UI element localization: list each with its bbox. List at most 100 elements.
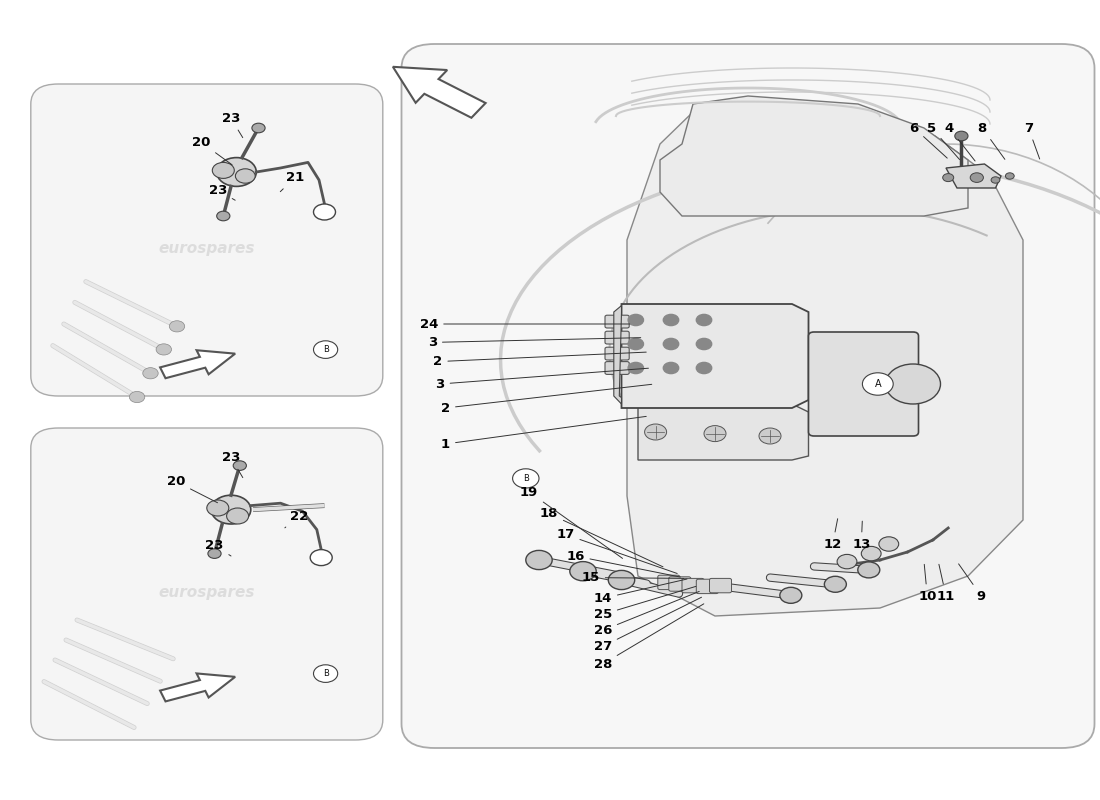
Circle shape [862,373,893,395]
Text: 10: 10 [918,564,936,602]
Text: 14: 14 [594,579,688,605]
Text: 9: 9 [958,564,986,602]
Circle shape [227,508,249,524]
Circle shape [759,428,781,444]
Text: eurospares: eurospares [158,585,255,599]
Circle shape [1005,173,1014,179]
Text: 5: 5 [927,122,959,159]
Circle shape [861,546,881,561]
Circle shape [663,362,679,374]
Polygon shape [161,350,235,378]
Circle shape [837,554,857,569]
FancyBboxPatch shape [710,578,732,593]
FancyBboxPatch shape [682,578,704,593]
Text: 11: 11 [937,564,955,602]
Circle shape [645,424,667,440]
Text: 7: 7 [1024,122,1040,159]
Circle shape [235,169,255,183]
Circle shape [970,173,983,182]
Circle shape [130,391,145,402]
Circle shape [217,211,230,221]
Text: eurospares: eurospares [158,241,255,255]
Circle shape [696,362,712,374]
Text: 27: 27 [594,598,702,653]
FancyBboxPatch shape [669,577,691,591]
Circle shape [169,321,185,332]
Polygon shape [627,112,1023,616]
Text: B: B [522,474,529,483]
Text: 12: 12 [824,518,842,550]
Polygon shape [946,164,1001,188]
Circle shape [207,500,229,516]
FancyBboxPatch shape [808,332,918,436]
Polygon shape [660,96,968,216]
Polygon shape [638,404,808,460]
Text: 23: 23 [206,539,231,556]
Text: 2: 2 [433,352,646,368]
Circle shape [824,576,846,592]
Text: 23: 23 [222,451,243,478]
Polygon shape [161,674,235,702]
Text: 8: 8 [978,122,1005,159]
Text: 23: 23 [209,184,235,200]
Circle shape [943,174,954,182]
Circle shape [526,550,552,570]
Text: 6: 6 [910,122,947,158]
Text: 21: 21 [280,171,304,192]
Circle shape [879,537,899,551]
Circle shape [143,368,158,379]
Text: B: B [322,345,329,354]
Circle shape [955,131,968,141]
Text: 16: 16 [566,550,681,577]
Text: 23: 23 [222,112,243,138]
Circle shape [212,162,234,178]
Text: A: A [874,379,881,389]
Circle shape [211,495,251,524]
FancyBboxPatch shape [605,347,629,360]
Circle shape [696,338,712,350]
Circle shape [991,177,1000,183]
Text: eurospares: eurospares [660,346,836,374]
Text: B: B [322,669,329,678]
Circle shape [663,338,679,350]
Text: 18: 18 [540,507,663,567]
FancyBboxPatch shape [658,575,680,590]
Text: eurospares: eurospares [686,214,810,234]
FancyBboxPatch shape [31,428,383,740]
Circle shape [628,314,643,326]
Circle shape [233,461,246,470]
Circle shape [156,344,172,355]
Circle shape [696,314,712,326]
Circle shape [513,469,539,488]
Polygon shape [393,67,485,118]
Circle shape [628,362,643,374]
Circle shape [628,338,643,350]
Circle shape [886,364,940,404]
Circle shape [570,562,596,581]
Circle shape [704,426,726,442]
Polygon shape [614,306,622,404]
Circle shape [314,665,338,682]
Circle shape [314,341,338,358]
FancyBboxPatch shape [605,315,629,328]
Text: 28: 28 [594,604,704,670]
Circle shape [208,549,221,558]
Text: 20: 20 [167,475,218,502]
FancyBboxPatch shape [31,84,383,396]
Text: 20: 20 [192,136,232,165]
Circle shape [310,550,332,566]
Circle shape [780,587,802,603]
FancyBboxPatch shape [605,362,629,374]
Text: 24: 24 [420,318,629,330]
Circle shape [608,570,635,590]
Text: 13: 13 [852,521,870,550]
Text: 1: 1 [441,416,646,450]
Text: 22: 22 [285,510,308,528]
FancyBboxPatch shape [402,44,1094,748]
Text: 2: 2 [441,384,651,414]
FancyBboxPatch shape [696,579,718,594]
Text: 3: 3 [428,336,640,349]
Circle shape [252,123,265,133]
Circle shape [663,314,679,326]
Text: 26: 26 [594,591,700,637]
